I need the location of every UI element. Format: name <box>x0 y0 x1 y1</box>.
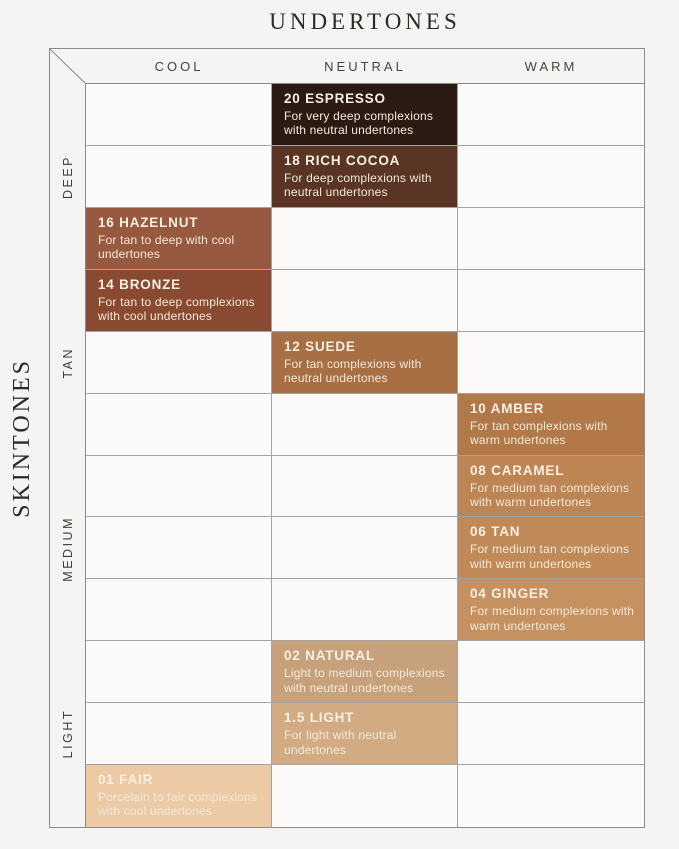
shade-description: For medium complexions with warm underto… <box>470 604 635 633</box>
empty-cell <box>458 703 644 766</box>
empty-cell <box>458 765 644 827</box>
empty-cell <box>86 393 272 456</box>
corner-diagonal <box>50 49 86 84</box>
shade-cell-1-5-light: 1.5 LIGHT For light with neutral underton… <box>272 703 458 766</box>
shade-name: 02 NATURAL <box>284 648 376 664</box>
shade-cell-16-hazelnut: 16 HAZELNUT For tan to deep with cool und… <box>86 207 272 270</box>
shade-description: For tan to deep complexions with cool un… <box>98 294 255 324</box>
shade-cell-08-caramel: 08 CARAMEL For medium tan complexions wit… <box>458 455 644 518</box>
shade-name: 10 AMBER <box>470 400 545 416</box>
column-header-cool: COOL <box>154 58 204 74</box>
shade-description: For tan complexions with warm undertones <box>470 418 608 447</box>
shade-description: For medium tan complexions with warm und… <box>470 480 630 509</box>
column-header-neutral: NEUTRAL <box>324 58 406 74</box>
undertones-axis-title: UNDERTONES <box>269 9 461 34</box>
shade-name: 16 HAZELNUT <box>98 214 199 230</box>
shade-cell-10-amber: 10 AMBER For tan complexions with warm un… <box>458 393 644 456</box>
shade-name: 06 TAN <box>470 524 521 540</box>
empty-cell <box>272 765 458 827</box>
shade-cell-14-bronze: 14 BRONZE For tan to deep complexions wit… <box>86 269 272 332</box>
empty-cell <box>272 455 458 518</box>
row-group-label-medium: MEDIUM <box>60 515 75 582</box>
empty-cell <box>86 84 272 146</box>
empty-cell <box>86 145 272 208</box>
empty-cell <box>458 331 644 394</box>
empty-cell <box>458 641 644 704</box>
column-headers: COOL NEUTRAL WARM <box>86 49 644 84</box>
shade-description: For deep complexions with neutral undert… <box>284 170 432 200</box>
shade-cell-12-suede: 12 SUEDE For tan complexions with neutral… <box>272 331 458 394</box>
empty-cell <box>458 84 644 146</box>
shade-name: 18 RICH COCOA <box>284 152 401 168</box>
shade-description: For tan to deep with cool undertones <box>98 232 235 262</box>
shade-description: For light with neutral undertones <box>284 728 397 757</box>
shade-description: Light to medium complexions with neutral… <box>284 666 445 695</box>
empty-cell <box>458 207 644 270</box>
shade-cell-02-natural: 02 NATURAL Light to medium complexions wi… <box>272 641 458 704</box>
empty-cell <box>272 269 458 332</box>
shade-grid: COOL NEUTRAL WARM DEEP TAN MEDIUM LIGHT 20 ES… <box>49 48 645 828</box>
shade-cell-01-fair: 01 FAIR Porcelain to fair complexions wit… <box>86 765 272 827</box>
cell-grid: 20 ESPRESSO For very deep complexions wit… <box>86 84 644 827</box>
empty-cell <box>458 269 644 332</box>
empty-cell <box>86 579 272 642</box>
shade-cell-04-ginger: 04 GINGER For medium complexions with war… <box>458 579 644 642</box>
row-group-label-tan: TAN <box>60 346 75 379</box>
shade-cell-20-espresso: 20 ESPRESSO For very deep complexions wit… <box>272 84 458 146</box>
empty-cell <box>272 517 458 580</box>
column-header-warm: WARM <box>524 58 578 74</box>
shade-name: 14 BRONZE <box>98 276 181 292</box>
shade-name: 04 GINGER <box>470 586 550 602</box>
row-group-label-deep: DEEP <box>60 154 75 199</box>
shade-description: For tan complexions with neutral underto… <box>284 356 422 386</box>
shade-name: 12 SUEDE <box>284 338 356 354</box>
shade-description: For very deep complexions with neutral u… <box>284 109 434 138</box>
skintones-axis-title-wrap: SKINTONES <box>4 48 40 828</box>
row-group-tan: TAN <box>50 270 85 456</box>
empty-cell <box>86 517 272 580</box>
empty-cell <box>272 579 458 642</box>
empty-cell <box>272 207 458 270</box>
empty-cell <box>86 641 272 704</box>
shade-name: 01 FAIR <box>98 772 154 788</box>
shade-cell-18-rich-cocoa: 18 RICH COCOA For deep complexions with n… <box>272 145 458 208</box>
shade-cell-06-tan: 06 TAN For medium tan complexions with wa… <box>458 517 644 580</box>
empty-cell <box>86 703 272 766</box>
shade-description: Porcelain to fair complexions with cool … <box>98 790 258 819</box>
empty-cell <box>86 455 272 518</box>
row-group-labels: DEEP TAN MEDIUM LIGHT <box>50 84 86 827</box>
row-group-light: LIGHT <box>50 641 85 827</box>
empty-cell <box>458 145 644 208</box>
empty-cell <box>272 393 458 456</box>
shade-name: 08 CARAMEL <box>470 462 565 478</box>
row-group-deep: DEEP <box>50 84 85 270</box>
empty-cell <box>86 331 272 394</box>
row-group-medium: MEDIUM <box>50 456 85 642</box>
shade-name: 1.5 LIGHT <box>284 710 355 726</box>
shade-description: For medium tan complexions with warm und… <box>470 542 630 571</box>
skintones-axis-title: SKINTONES <box>8 358 35 518</box>
shade-name: 20 ESPRESSO <box>284 91 386 106</box>
row-group-label-light: LIGHT <box>60 709 75 759</box>
